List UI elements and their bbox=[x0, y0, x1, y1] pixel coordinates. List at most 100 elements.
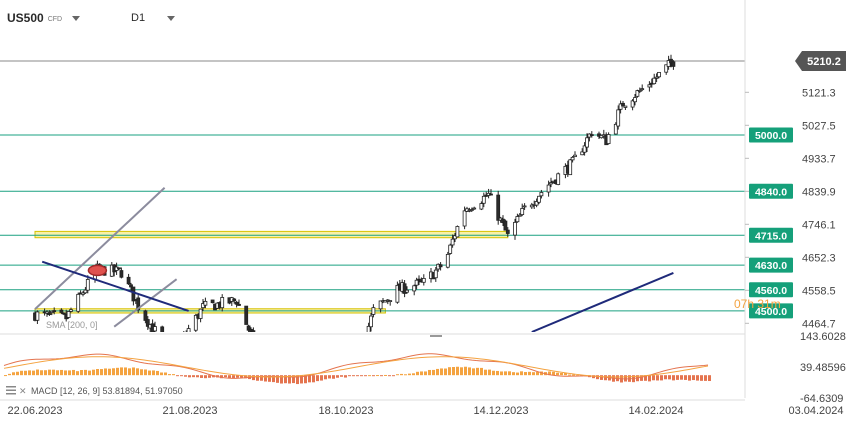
candle-bull bbox=[414, 279, 419, 286]
candle-bear bbox=[496, 194, 501, 221]
candle-bull bbox=[314, 420, 317, 421]
macd-histogram-bar bbox=[356, 375, 359, 377]
macd-histogram-bar bbox=[276, 375, 279, 383]
candle-bear bbox=[136, 297, 141, 311]
macd-histogram-bar bbox=[648, 375, 651, 382]
candle-bull bbox=[388, 300, 393, 302]
menu-icon-bar bbox=[6, 393, 16, 395]
timeframe-dropdown[interactable]: D1 bbox=[131, 9, 176, 27]
macd-histogram-bar bbox=[428, 369, 431, 376]
candle-bull bbox=[81, 292, 85, 295]
macd-histogram-bar bbox=[116, 367, 119, 376]
candle-bull bbox=[513, 221, 517, 236]
macd-histogram-bar bbox=[704, 375, 707, 381]
macd-histogram-bar bbox=[480, 367, 483, 376]
candle-bear bbox=[210, 299, 215, 304]
level-tag: 4560.0 bbox=[749, 282, 793, 298]
macd-histogram-bar bbox=[160, 372, 163, 376]
price-tick-label: 4746.1 bbox=[802, 219, 836, 231]
candle-bull bbox=[657, 71, 661, 78]
candle-bull bbox=[616, 109, 621, 127]
macd-histogram-bar bbox=[324, 375, 327, 380]
price-tick-label: 4933.7 bbox=[802, 153, 836, 165]
macd-histogram-bar bbox=[664, 375, 667, 380]
macd-tick-label: -64.6309 bbox=[800, 393, 843, 405]
price-tick-label: 4464.7 bbox=[802, 318, 836, 330]
candle-bull bbox=[203, 300, 208, 306]
candle-bear bbox=[503, 220, 508, 231]
macd-histogram-bar bbox=[204, 375, 207, 379]
candle-bull bbox=[281, 387, 284, 392]
candle-bull bbox=[534, 201, 539, 206]
macd-histogram-bar bbox=[104, 368, 107, 376]
macd-histogram-bar bbox=[8, 373, 11, 376]
macd-histogram-bar bbox=[552, 371, 555, 376]
macd-histogram-bar bbox=[36, 369, 39, 376]
macd-tick-label: 39.48596 bbox=[800, 362, 846, 374]
current-price-tag-bg bbox=[795, 51, 846, 72]
macd-histogram-bar bbox=[132, 367, 135, 376]
macd-histogram-bar bbox=[656, 375, 659, 381]
macd-histogram-bar bbox=[532, 372, 535, 376]
macd-histogram-bar bbox=[380, 375, 383, 377]
candle-bear bbox=[266, 367, 269, 376]
macd-histogram-bar bbox=[328, 375, 331, 379]
candle-bear bbox=[669, 58, 673, 64]
level-tag: 4500.0 bbox=[749, 303, 793, 319]
macd-histogram-bar bbox=[424, 371, 427, 376]
macd-histogram-bar bbox=[84, 369, 87, 376]
candle-bull bbox=[220, 297, 225, 309]
candle-timer-label: 07h 31m bbox=[734, 297, 781, 311]
macd-histogram-bar bbox=[652, 375, 655, 381]
support-zone bbox=[34, 230, 509, 239]
trendline-gray bbox=[34, 187, 166, 310]
candle-bull bbox=[522, 205, 527, 208]
macd-histogram-bar bbox=[680, 375, 683, 380]
date-tick-label: 14.12.2023 bbox=[473, 405, 528, 417]
candle-bull bbox=[286, 392, 289, 395]
macd-histogram-bar bbox=[496, 370, 499, 376]
candle-bull bbox=[450, 238, 455, 246]
candle-bear bbox=[489, 193, 493, 196]
price-tick-label: 4558.5 bbox=[802, 285, 836, 297]
macd-histogram-bar bbox=[220, 375, 223, 379]
macd-tick-label: 143.6028 bbox=[800, 331, 846, 343]
macd-histogram-bar bbox=[164, 372, 167, 376]
candle-bull bbox=[371, 307, 376, 315]
candle-bear bbox=[160, 326, 165, 332]
date-tick-label: 03.04.2024 bbox=[788, 405, 843, 417]
candle-bull bbox=[76, 293, 81, 312]
candle-bear bbox=[119, 270, 124, 278]
macd-histogram-bar bbox=[288, 375, 291, 384]
macd-histogram-bar bbox=[692, 375, 695, 381]
macd-histogram-bar bbox=[176, 375, 179, 377]
candle-bull bbox=[83, 289, 88, 294]
macd-histogram-bar bbox=[28, 370, 31, 376]
macd-histogram-bar bbox=[564, 372, 567, 376]
macd-histogram-bar bbox=[348, 375, 351, 377]
candle-bear bbox=[264, 362, 267, 367]
candle-bull bbox=[66, 311, 71, 318]
macd-histogram-bar bbox=[32, 370, 35, 376]
candle-bull bbox=[353, 370, 356, 380]
macd-histogram-bar bbox=[240, 375, 243, 378]
candle-bear bbox=[505, 229, 510, 234]
symbol-dropdown[interactable]: US500 CFD bbox=[7, 9, 81, 27]
macd-histogram-bar bbox=[572, 374, 575, 376]
macd-histogram-bar bbox=[448, 367, 451, 376]
candle-bull bbox=[568, 159, 573, 176]
macd-histogram-bar bbox=[640, 375, 643, 381]
macd-histogram-bar bbox=[172, 374, 175, 376]
candle-bull bbox=[549, 182, 553, 185]
candle-bear bbox=[254, 336, 257, 349]
candle-bear bbox=[234, 301, 239, 305]
macd-histogram-bar bbox=[260, 375, 263, 381]
timeframe-label: D1 bbox=[131, 12, 146, 24]
macd-histogram-bar bbox=[536, 371, 539, 376]
macd-histogram-bar bbox=[144, 369, 147, 376]
symbol-name: US500 bbox=[7, 11, 44, 25]
macd-histogram-bar bbox=[100, 369, 103, 376]
macd-histogram-bar bbox=[492, 370, 495, 376]
macd-histogram-bar bbox=[392, 375, 395, 377]
